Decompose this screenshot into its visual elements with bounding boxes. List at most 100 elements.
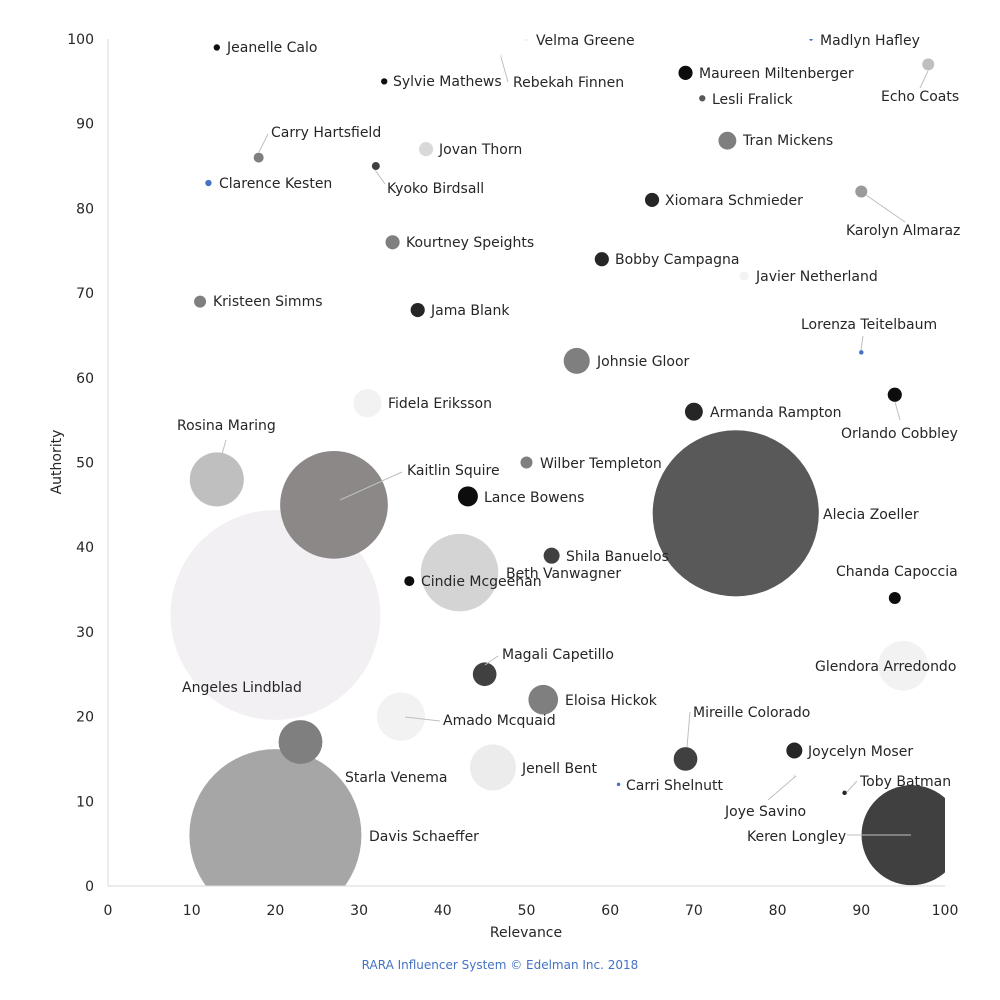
- data-label: Johnsie Gloor: [596, 354, 690, 370]
- bubble-kaitlin-squire[interactable]: [280, 450, 388, 559]
- data-label: Maureen Miltenberger: [699, 66, 854, 82]
- y-tick-label: 50: [76, 456, 94, 472]
- bubble-magali-capetillo[interactable]: [472, 662, 497, 687]
- data-label: Kaitlin Squire: [407, 463, 500, 479]
- data-label: Echo Coats: [881, 89, 959, 105]
- bubble-jovan-thorn[interactable]: [418, 142, 434, 157]
- bubble-lorenza-teitelbaum[interactable]: [859, 350, 864, 355]
- leader-line: [686, 711, 691, 748]
- bubble-bobby-campagna[interactable]: [594, 252, 609, 267]
- bubble-cindie-mcgeehan[interactable]: [404, 576, 415, 587]
- bubble-carri-shelnutt[interactable]: [616, 782, 621, 787]
- bubble-maureen-miltenberger[interactable]: [678, 65, 693, 80]
- bubble-clarence-kesten[interactable]: [205, 179, 212, 187]
- bubble-tran-mickens[interactable]: [718, 131, 737, 150]
- bubble-davis-schaeffer[interactable]: [189, 749, 362, 921]
- bubble-echo-coats[interactable]: [922, 58, 935, 71]
- bubble-karolyn-almaraz[interactable]: [855, 185, 868, 198]
- data-label: Sylvie Mathews: [393, 74, 502, 90]
- data-label: Clarence Kesten: [219, 176, 332, 192]
- bubble-rebekah-finnen[interactable]: [499, 54, 504, 58]
- x-tick-label: 60: [601, 903, 619, 919]
- y-tick-label: 30: [76, 625, 94, 641]
- footer-credit: RARA Influencer System © Edelman Inc. 20…: [361, 958, 639, 972]
- y-tick-label: 10: [76, 794, 94, 810]
- leader-line: [339, 471, 403, 501]
- y-tick-label: 90: [76, 117, 94, 133]
- leader-line: [767, 775, 797, 801]
- leader-line: [894, 401, 901, 421]
- leader-line: [374, 169, 386, 185]
- bubble-glendora-arredondo[interactable]: [878, 640, 929, 691]
- data-label: Shila Banuelos: [566, 549, 669, 565]
- bubble-fidela-eriksson[interactable]: [353, 389, 382, 418]
- bubble-sylvie-mathews[interactable]: [381, 78, 388, 85]
- bubble-kyoko-birdsall[interactable]: [371, 162, 380, 171]
- bubble-angeles-lindblad[interactable]: [170, 510, 381, 720]
- bubble-wilber-templeton[interactable]: [520, 456, 533, 469]
- leader-line: [258, 133, 269, 153]
- data-label: Joye Savino: [724, 804, 806, 820]
- bubble-carry-hartsfield[interactable]: [253, 152, 264, 163]
- bubble-lesli-fralick[interactable]: [699, 95, 706, 102]
- data-label: Carri Shelnutt: [626, 778, 723, 794]
- data-label: Davis Schaeffer: [369, 829, 479, 845]
- data-label: Kristeen Simms: [213, 294, 323, 310]
- bubble-jenell-bent[interactable]: [469, 744, 517, 791]
- bubble-starla-venema[interactable]: [278, 720, 323, 764]
- bubble-lance-bowens[interactable]: [457, 486, 478, 507]
- data-label: Jama Blank: [430, 303, 510, 319]
- data-label: Eloisa Hickok: [565, 693, 658, 709]
- bubble-kourtney-speights[interactable]: [385, 235, 400, 250]
- bubble-alecia-zoeller[interactable]: [652, 430, 819, 597]
- bubble-toby-batman[interactable]: [842, 790, 847, 796]
- data-label: Lance Bowens: [484, 490, 584, 506]
- data-label: Rosina Maring: [177, 418, 276, 434]
- data-label: Mireille Colorado: [693, 705, 810, 721]
- data-label: Chanda Capoccia: [836, 564, 958, 580]
- bubble-kristeen-simms[interactable]: [194, 295, 207, 308]
- bubble-rosina-maring[interactable]: [189, 452, 244, 507]
- y-tick-label: 80: [76, 201, 94, 217]
- y-axis-title: Authority: [49, 430, 65, 495]
- data-label: Jenell Bent: [521, 761, 598, 777]
- x-tick-label: 80: [769, 903, 787, 919]
- y-tick-label: 70: [76, 286, 94, 302]
- bubble-jeanelle-calo[interactable]: [213, 44, 220, 51]
- bubble-mireille-colorado[interactable]: [673, 747, 698, 771]
- data-label: Jovan Thorn: [438, 142, 522, 158]
- data-label: Starla Venema: [345, 770, 447, 786]
- leader-line: [846, 780, 858, 793]
- bubble-shila-banuelos[interactable]: [543, 547, 560, 564]
- bubble-velma-greene[interactable]: [524, 37, 529, 42]
- bubble-chanda-capoccia[interactable]: [888, 592, 901, 605]
- x-tick-label: 40: [434, 903, 452, 919]
- data-label: Rebekah Finnen: [513, 75, 624, 91]
- data-label: Javier Netherland: [755, 269, 878, 285]
- bubble-eloisa-hickok[interactable]: [528, 684, 559, 715]
- data-label: Jeanelle Calo: [226, 40, 317, 56]
- data-label: Tran Mickens: [742, 133, 833, 149]
- bubble-orlando-cobbley[interactable]: [887, 387, 902, 402]
- data-label: Orlando Cobbley: [841, 426, 958, 442]
- leader-line: [865, 194, 906, 223]
- bubble-joycelyn-moser[interactable]: [786, 742, 803, 759]
- bubble-javier-netherland[interactable]: [739, 271, 749, 281]
- bubble-armanda-rampton[interactable]: [684, 402, 703, 421]
- bubble-madlyn-hafley[interactable]: [809, 37, 813, 41]
- data-label: Bobby Campagna: [615, 252, 739, 268]
- bubble-jama-blank[interactable]: [410, 302, 425, 318]
- bubble-johnsie-gloor[interactable]: [563, 347, 590, 374]
- x-tick-label: 90: [852, 903, 870, 919]
- x-tick-label: 10: [183, 903, 201, 919]
- bubble-beth-vanwagner[interactable]: [420, 533, 499, 612]
- bubble-amado-mcquaid[interactable]: [376, 692, 426, 741]
- leader-line: [404, 716, 441, 722]
- data-label: Joycelyn Moser: [807, 744, 913, 760]
- data-label: Angeles Lindblad: [182, 680, 302, 696]
- data-label: Kyoko Birdsall: [387, 181, 484, 197]
- bubble-xiomara-schmieder[interactable]: [644, 192, 660, 208]
- y-tick-label: 20: [76, 710, 94, 726]
- data-label: Wilber Templeton: [540, 456, 662, 472]
